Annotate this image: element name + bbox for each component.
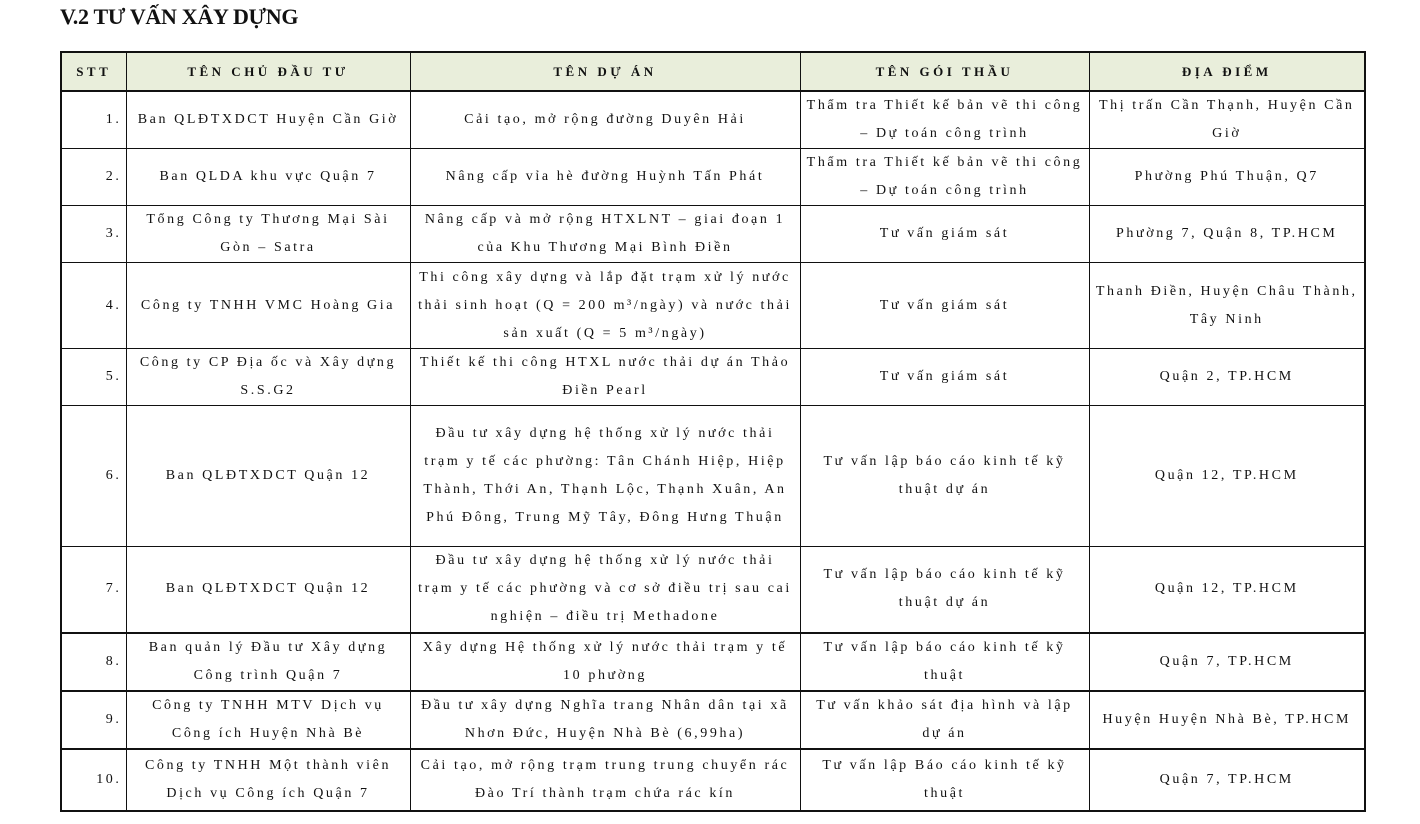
- header-location: ĐỊA ĐIỂM: [1088, 51, 1366, 92]
- owner-cell: Tổng Công ty Thương Mại Sài Gòn – Satra: [125, 205, 411, 263]
- header-stt: STT: [60, 51, 127, 92]
- header-row: STT TÊN CHỦ ĐẦU TƯ TÊN DỰ ÁN TÊN GÓI THẦ…: [60, 51, 1366, 92]
- package-cell: Tư vấn lập Báo cáo kinh tế kỹ thuật: [799, 747, 1090, 811]
- package-cell: Thẩm tra Thiết kế bản vẽ thi công – Dự t…: [799, 90, 1090, 149]
- project-cell: Đầu tư xây dựng hệ thống xử lý nước thải…: [409, 405, 801, 547]
- table-row: 3. Tổng Công ty Thương Mại Sài Gòn – Satr…: [60, 205, 1366, 263]
- owner-cell: Ban QLĐTXDCT Huyện Cần Giờ: [125, 90, 411, 149]
- project-cell: Nâng cấp và mở rộng HTXLNT – giai đoạn 1…: [409, 205, 801, 263]
- package-cell: Tư vấn lập báo cáo kinh tế kỹ thuật dự á…: [799, 546, 1090, 633]
- owner-cell: Ban QLĐTXDCT Quận 12: [125, 546, 411, 633]
- project-cell: Cải tạo, mở rộng trạm trung trung chuyển…: [409, 747, 801, 811]
- owner-cell: Ban QLDA khu vực Quận 7: [125, 148, 411, 206]
- package-cell: Thẩm tra Thiết kế bản vẽ thi công – Dự t…: [799, 148, 1090, 206]
- project-cell: Đầu tư xây dựng Nghĩa trang Nhân dân tại…: [409, 689, 801, 749]
- owner-cell: Công ty TNHH Một thành viên Dịch vụ Công…: [125, 747, 411, 811]
- owner-cell: Công ty TNHH VMC Hoàng Gia: [125, 262, 411, 349]
- project-cell: Thiết kế thi công HTXL nước thải dự án T…: [409, 348, 801, 406]
- location-cell: Quận 2, TP.HCM: [1088, 348, 1366, 406]
- row-number: 5.: [60, 348, 127, 406]
- table-row: 2. Ban QLDA khu vực Quận 7 Nâng cấp vỉa hè…: [60, 148, 1366, 206]
- row-number: 6.: [60, 405, 127, 547]
- package-cell: Tư vấn lập báo cáo kinh tế kỹ thuật: [799, 631, 1090, 691]
- header-owner: TÊN CHỦ ĐẦU TƯ: [125, 51, 411, 92]
- owner-cell: Ban QLĐTXDCT Quận 12: [125, 405, 411, 547]
- row-number: 4.: [60, 262, 127, 349]
- section-title: V.2 TƯ VẤN XÂY DỰNG: [60, 4, 299, 29]
- location-cell: Quận 12, TP.HCM: [1088, 546, 1366, 633]
- projects-table: STT TÊN CHỦ ĐẦU TƯ TÊN DỰ ÁN TÊN GÓI THẦ…: [60, 51, 1366, 812]
- location-cell: Quận 7, TP.HCM: [1088, 631, 1366, 691]
- table-row: 9. Công ty TNHH MTV Dịch vụ Công ích Huyệ…: [60, 689, 1366, 749]
- project-cell: Thi công xây dựng và lắp đặt trạm xử lý …: [409, 262, 801, 349]
- table-row: 5. Công ty CP Địa ốc và Xây dựng S.S.G2 Th…: [60, 348, 1366, 406]
- package-cell: Tư vấn giám sát: [799, 262, 1090, 349]
- header-project: TÊN DỰ ÁN: [409, 51, 801, 92]
- location-cell: Thị trấn Cần Thạnh, Huyện Cần Giờ: [1088, 90, 1366, 149]
- table-row: 4. Công ty TNHH VMC Hoàng Gia Thi công xây…: [60, 262, 1366, 349]
- package-cell: Tư vấn giám sát: [799, 205, 1090, 263]
- project-cell: Nâng cấp vỉa hè đường Huỳnh Tấn Phát: [409, 148, 801, 206]
- package-cell: Tư vấn khảo sát địa hình và lập dự án: [799, 689, 1090, 749]
- location-cell: Thanh Điền, Huyện Châu Thành, Tây Ninh: [1088, 262, 1366, 349]
- package-cell: Tư vấn lập báo cáo kinh tế kỹ thuật dự á…: [799, 405, 1090, 547]
- project-cell: Đầu tư xây dựng hệ thống xử lý nước thải…: [409, 546, 801, 633]
- row-number: 8.: [60, 631, 127, 691]
- table-row: 10. Công ty TNHH Một thành viên Dịch vụ C…: [60, 747, 1366, 811]
- owner-cell: Công ty CP Địa ốc và Xây dựng S.S.G2: [125, 348, 411, 406]
- row-number: 9.: [60, 689, 127, 749]
- location-cell: Quận 7, TP.HCM: [1088, 747, 1366, 811]
- location-cell: Phường 7, Quận 8, TP.HCM: [1088, 205, 1366, 263]
- owner-cell: Ban quản lý Đầu tư Xây dựng Công trình Q…: [125, 631, 411, 691]
- location-cell: Phường Phú Thuận, Q7: [1088, 148, 1366, 206]
- row-number: 10.: [60, 747, 127, 811]
- location-cell: Quận 12, TP.HCM: [1088, 405, 1366, 547]
- table-row: 8. Ban quản lý Đầu tư Xây dựng Công trình…: [60, 631, 1366, 691]
- owner-cell: Công ty TNHH MTV Dịch vụ Công ích Huyện …: [125, 689, 411, 749]
- table-row: 1. Ban QLĐTXDCT Huyện Cần Giờ Cải tạo, mở …: [60, 90, 1366, 149]
- project-cell: Cải tạo, mở rộng đường Duyên Hải: [409, 90, 801, 149]
- table-row: 7. Ban QLĐTXDCT Quận 12 Đầu tư xây dựng hệ…: [60, 546, 1366, 633]
- location-cell: Huyện Huyện Nhà Bè, TP.HCM: [1088, 689, 1366, 749]
- project-cell: Xây dựng Hệ thống xử lý nước thải trạm y…: [409, 631, 801, 691]
- row-number: 7.: [60, 546, 127, 633]
- row-number: 3.: [60, 205, 127, 263]
- row-number: 1.: [60, 90, 127, 149]
- row-number: 2.: [60, 148, 127, 206]
- package-cell: Tư vấn giám sát: [799, 348, 1090, 406]
- table-row: 6. Ban QLĐTXDCT Quận 12 Đầu tư xây dựng hệ…: [60, 405, 1366, 547]
- header-package: TÊN GÓI THẦU: [799, 51, 1090, 92]
